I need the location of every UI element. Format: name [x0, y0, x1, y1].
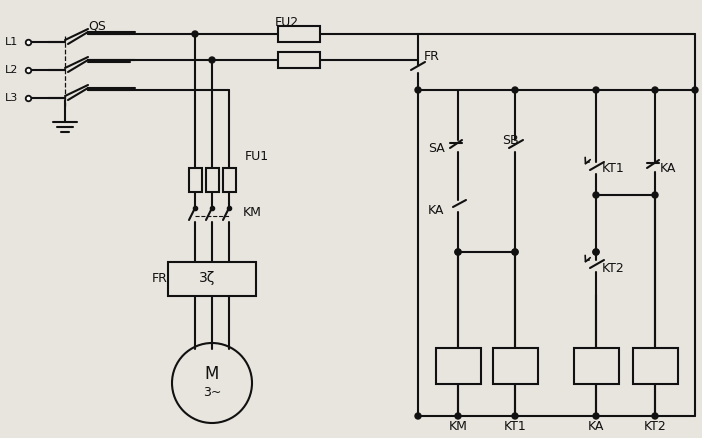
Text: L1: L1: [5, 37, 18, 47]
Bar: [223, 168, 236, 192]
Circle shape: [652, 87, 658, 93]
Text: M: M: [205, 365, 219, 383]
Circle shape: [593, 413, 599, 419]
Circle shape: [652, 192, 658, 198]
Text: 3ζ: 3ζ: [199, 271, 215, 285]
Circle shape: [512, 413, 518, 419]
Circle shape: [455, 249, 461, 255]
Text: FR: FR: [152, 272, 168, 285]
Circle shape: [593, 249, 599, 255]
Text: SB: SB: [502, 134, 519, 146]
Circle shape: [652, 413, 658, 419]
Circle shape: [512, 249, 518, 255]
Text: L3: L3: [5, 93, 18, 103]
Circle shape: [455, 249, 461, 255]
Text: KT1: KT1: [503, 420, 526, 434]
Circle shape: [593, 87, 599, 93]
Circle shape: [209, 57, 215, 63]
Bar: [633, 348, 678, 384]
Text: KT2: KT2: [602, 261, 625, 275]
Circle shape: [512, 249, 518, 255]
Text: L2: L2: [5, 65, 18, 75]
Text: KA: KA: [588, 420, 604, 434]
Text: KA: KA: [428, 204, 444, 216]
Text: KA: KA: [660, 162, 676, 174]
Bar: [206, 168, 219, 192]
Text: FR: FR: [424, 50, 440, 64]
Bar: [168, 262, 256, 296]
Text: 3~: 3~: [203, 386, 221, 399]
Bar: [574, 348, 619, 384]
Bar: [189, 168, 202, 192]
Text: KM: KM: [449, 420, 468, 434]
Text: FU1: FU1: [245, 151, 269, 163]
Text: SA: SA: [428, 141, 445, 155]
Text: QS: QS: [88, 20, 106, 32]
Circle shape: [415, 87, 421, 93]
Circle shape: [593, 192, 599, 198]
Bar: [278, 26, 320, 42]
Circle shape: [692, 87, 698, 93]
Circle shape: [593, 249, 599, 255]
Circle shape: [192, 31, 198, 37]
Text: FU2: FU2: [275, 15, 299, 28]
Text: KT1: KT1: [602, 162, 625, 174]
Bar: [493, 348, 538, 384]
Circle shape: [455, 413, 461, 419]
Bar: [436, 348, 481, 384]
Circle shape: [512, 87, 518, 93]
Text: KT2: KT2: [644, 420, 666, 434]
Bar: [278, 52, 320, 68]
Text: KM: KM: [243, 205, 262, 219]
Circle shape: [415, 413, 421, 419]
